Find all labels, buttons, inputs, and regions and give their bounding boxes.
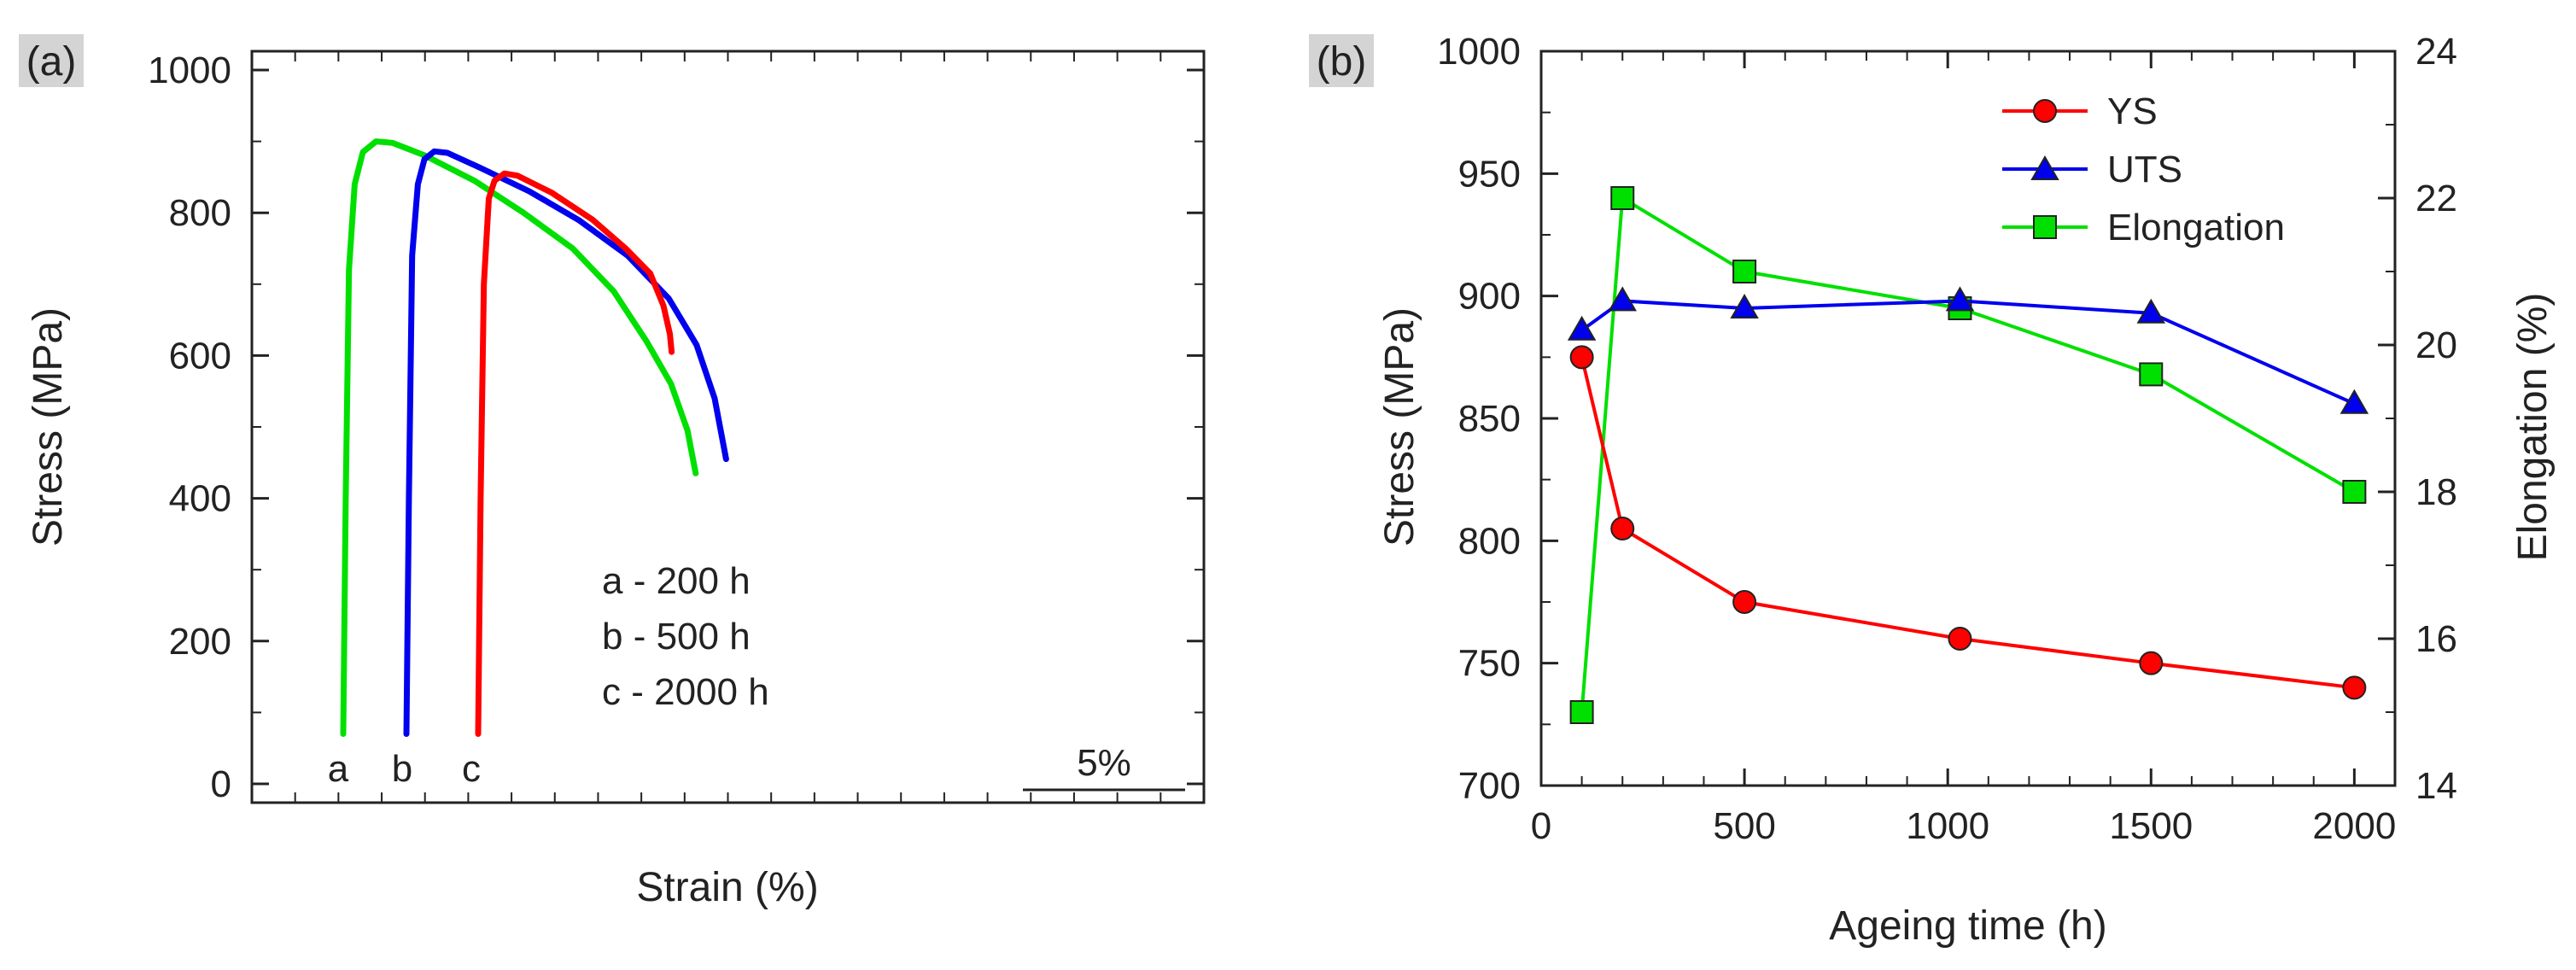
plot-a-curves	[340, 138, 729, 737]
annotation-c: c - 2000 h	[602, 671, 769, 713]
plot-a-y-ticks: 0 200 400 600 800 1000	[148, 50, 1205, 805]
y-tick-label: 600	[169, 335, 231, 377]
plot-a-y-label: Stress (MPa)	[26, 307, 71, 546]
x-tick-label: 0	[1531, 805, 1551, 847]
series-line-ys	[1580, 356, 2355, 690]
plot-b-y-label: Stress (MPa)	[1377, 307, 1422, 546]
plot-b-series	[1567, 186, 2369, 724]
scale-bar-label: 5%	[1077, 742, 1131, 784]
data-point-elongation	[1569, 700, 1594, 724]
x-tick-label: 500	[1713, 805, 1775, 847]
panel-b-label: (b)	[1317, 39, 1367, 85]
data-point-ys	[1948, 627, 1972, 651]
plot-b-y2-label: Elongation (%)	[2510, 293, 2556, 562]
curve-a	[340, 138, 699, 737]
y2-tick-label: 14	[2415, 765, 2457, 807]
y2-tick-label: 20	[2415, 324, 2457, 366]
data-point-uts	[1945, 286, 1975, 312]
legend: YS UTS Elongation	[2002, 91, 2285, 248]
x-tick-label: 1500	[2109, 805, 2193, 847]
x-tick-label: 2000	[2312, 805, 2396, 847]
curve-c	[475, 170, 675, 737]
y-tick-label: 0	[211, 763, 231, 805]
panel-b-label-bg	[1309, 34, 1374, 87]
y2-tick-label: 24	[2415, 31, 2457, 73]
data-point-elongation	[2139, 362, 2164, 387]
legend-label-ys: YS	[2107, 91, 2158, 132]
data-point-uts	[2136, 298, 2166, 324]
legend-marker-uts	[2030, 155, 2059, 180]
data-point-uts	[1730, 293, 1759, 318]
annotation-a: a - 200 h	[602, 560, 751, 602]
plot-b-x-label: Ageing time (h)	[1829, 903, 2106, 949]
annotation-b: b - 500 h	[602, 616, 751, 657]
y2-tick-label: 22	[2415, 178, 2457, 219]
panel-a: (a) 0 200 400 600 800 1000 a b c a - 200 h b …	[19, 34, 1206, 910]
panel-b: (b) 0 500 1000 1500 2000 700 750 800 850 900 950 10…	[1309, 31, 2556, 949]
data-point-uts	[1608, 286, 1637, 312]
curve-letter-a: a	[328, 748, 349, 790]
series-line-elongation	[1580, 196, 2356, 713]
x-tick-label: 1000	[1906, 805, 1989, 847]
legend-label-uts: UTS	[2107, 149, 2182, 190]
data-point-ys	[2139, 651, 2164, 675]
y-tick-label: 800	[169, 192, 231, 234]
curve-b	[403, 148, 729, 737]
curve-letter-b: b	[392, 748, 412, 790]
y2-tick-label: 18	[2415, 471, 2457, 513]
y-tick-label: 900	[1458, 276, 1521, 318]
data-point-uts	[1567, 315, 1597, 341]
legend-marker-ys	[2033, 99, 2057, 123]
data-point-ys	[1610, 517, 1635, 541]
y-tick-label: 850	[1458, 398, 1521, 440]
data-point-ys	[1732, 590, 1757, 614]
panel-a-label-bg	[19, 34, 84, 87]
legend-label-elongation: Elongation	[2107, 207, 2285, 248]
y-tick-label: 1000	[1437, 31, 1521, 73]
y2-tick-label: 16	[2415, 618, 2457, 660]
data-point-elongation	[2342, 480, 2367, 504]
curve-letter-c: c	[462, 748, 481, 790]
y-tick-label: 950	[1458, 153, 1521, 195]
y-tick-label: 1000	[148, 50, 231, 91]
data-point-ys	[2342, 675, 2367, 700]
data-point-uts	[2339, 389, 2369, 414]
y-tick-label: 800	[1458, 520, 1521, 562]
y-tick-label: 200	[169, 621, 231, 663]
plot-a-x-label: Strain (%)	[636, 865, 818, 910]
data-point-elongation	[1610, 186, 1635, 210]
y-tick-label: 400	[169, 478, 231, 520]
panel-a-label: (a)	[26, 39, 77, 85]
data-point-elongation	[1732, 260, 1757, 283]
y-tick-label: 700	[1458, 765, 1521, 807]
data-point-ys	[1569, 345, 1594, 370]
legend-marker-elongation	[2033, 215, 2057, 239]
plot-b-ticks: 0 500 1000 1500 2000 700 750 800 850 900 950 1000 14…	[1437, 31, 2457, 847]
y-tick-label: 750	[1458, 643, 1521, 685]
